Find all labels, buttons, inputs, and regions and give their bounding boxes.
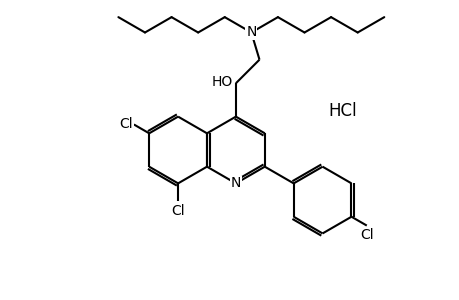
Text: Cl: Cl — [359, 227, 373, 242]
Text: N: N — [230, 176, 241, 190]
Text: HO: HO — [211, 75, 232, 89]
Text: N: N — [246, 26, 256, 40]
Text: Cl: Cl — [171, 204, 185, 218]
Text: Cl: Cl — [119, 118, 133, 131]
Text: HCl: HCl — [327, 102, 356, 120]
